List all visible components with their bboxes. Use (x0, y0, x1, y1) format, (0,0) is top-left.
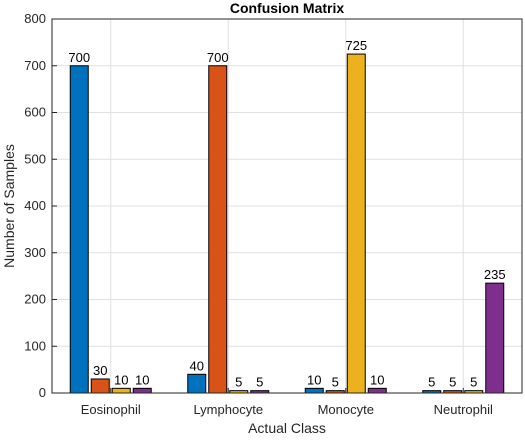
bar-value-label: 5 (332, 375, 339, 390)
bar-value-label: 10 (307, 372, 321, 387)
grid-lines (52, 19, 522, 393)
bar (367, 387, 387, 394)
y-tick-label: 700 (24, 58, 46, 73)
y-tick-label: 600 (24, 105, 46, 120)
y-tick-label: 500 (24, 151, 46, 166)
bar-value-label: 10 (135, 372, 149, 387)
bar (208, 65, 228, 394)
bar (485, 282, 505, 394)
bar-value-label: 235 (484, 267, 506, 282)
bar-value-label: 700 (207, 50, 229, 65)
bars (69, 53, 505, 394)
y-tick-labels: 0 100 200 300 400 500 600 700 800 (24, 11, 57, 400)
bar (304, 387, 324, 394)
bar (346, 53, 366, 394)
bar (90, 378, 110, 394)
bar (111, 387, 131, 394)
y-axis-label: Number of Samples (1, 144, 17, 268)
bar-value-label: 5 (428, 375, 435, 390)
bar (187, 373, 207, 394)
bar (132, 387, 152, 394)
x-tick-label: Lymphocyte (193, 402, 263, 417)
bar-value-label: 30 (93, 363, 107, 378)
bar-value-label: 5 (470, 375, 477, 390)
y-tick-label: 0 (39, 385, 46, 400)
y-tick-label: 100 (24, 338, 46, 353)
y-tick-label: 300 (24, 245, 46, 260)
x-axis-label: Actual Class (248, 420, 326, 436)
x-tick-label: Monocyte (318, 402, 374, 417)
bar-value-label: 5 (256, 375, 263, 390)
bar-value-label: 725 (345, 38, 367, 53)
y-tick-label: 800 (24, 11, 46, 26)
y-tick-label: 400 (24, 198, 46, 213)
y-tick-label: 200 (24, 292, 46, 307)
bar-value-label: 10 (114, 372, 128, 387)
x-tick-label: Eosinophil (81, 402, 141, 417)
bar-value-label: 5 (235, 375, 242, 390)
chart-title: Confusion Matrix (230, 0, 345, 16)
bar-value-label: 10 (370, 372, 384, 387)
bar-value-label: 700 (68, 50, 90, 65)
bar-value-label: 40 (190, 358, 204, 373)
bar (69, 65, 89, 394)
x-tick-labels: Eosinophil Lymphocyte Monocyte Neutrophil (81, 388, 493, 417)
x-tick-label: Neutrophil (434, 402, 493, 417)
bar-value-label: 5 (449, 375, 456, 390)
